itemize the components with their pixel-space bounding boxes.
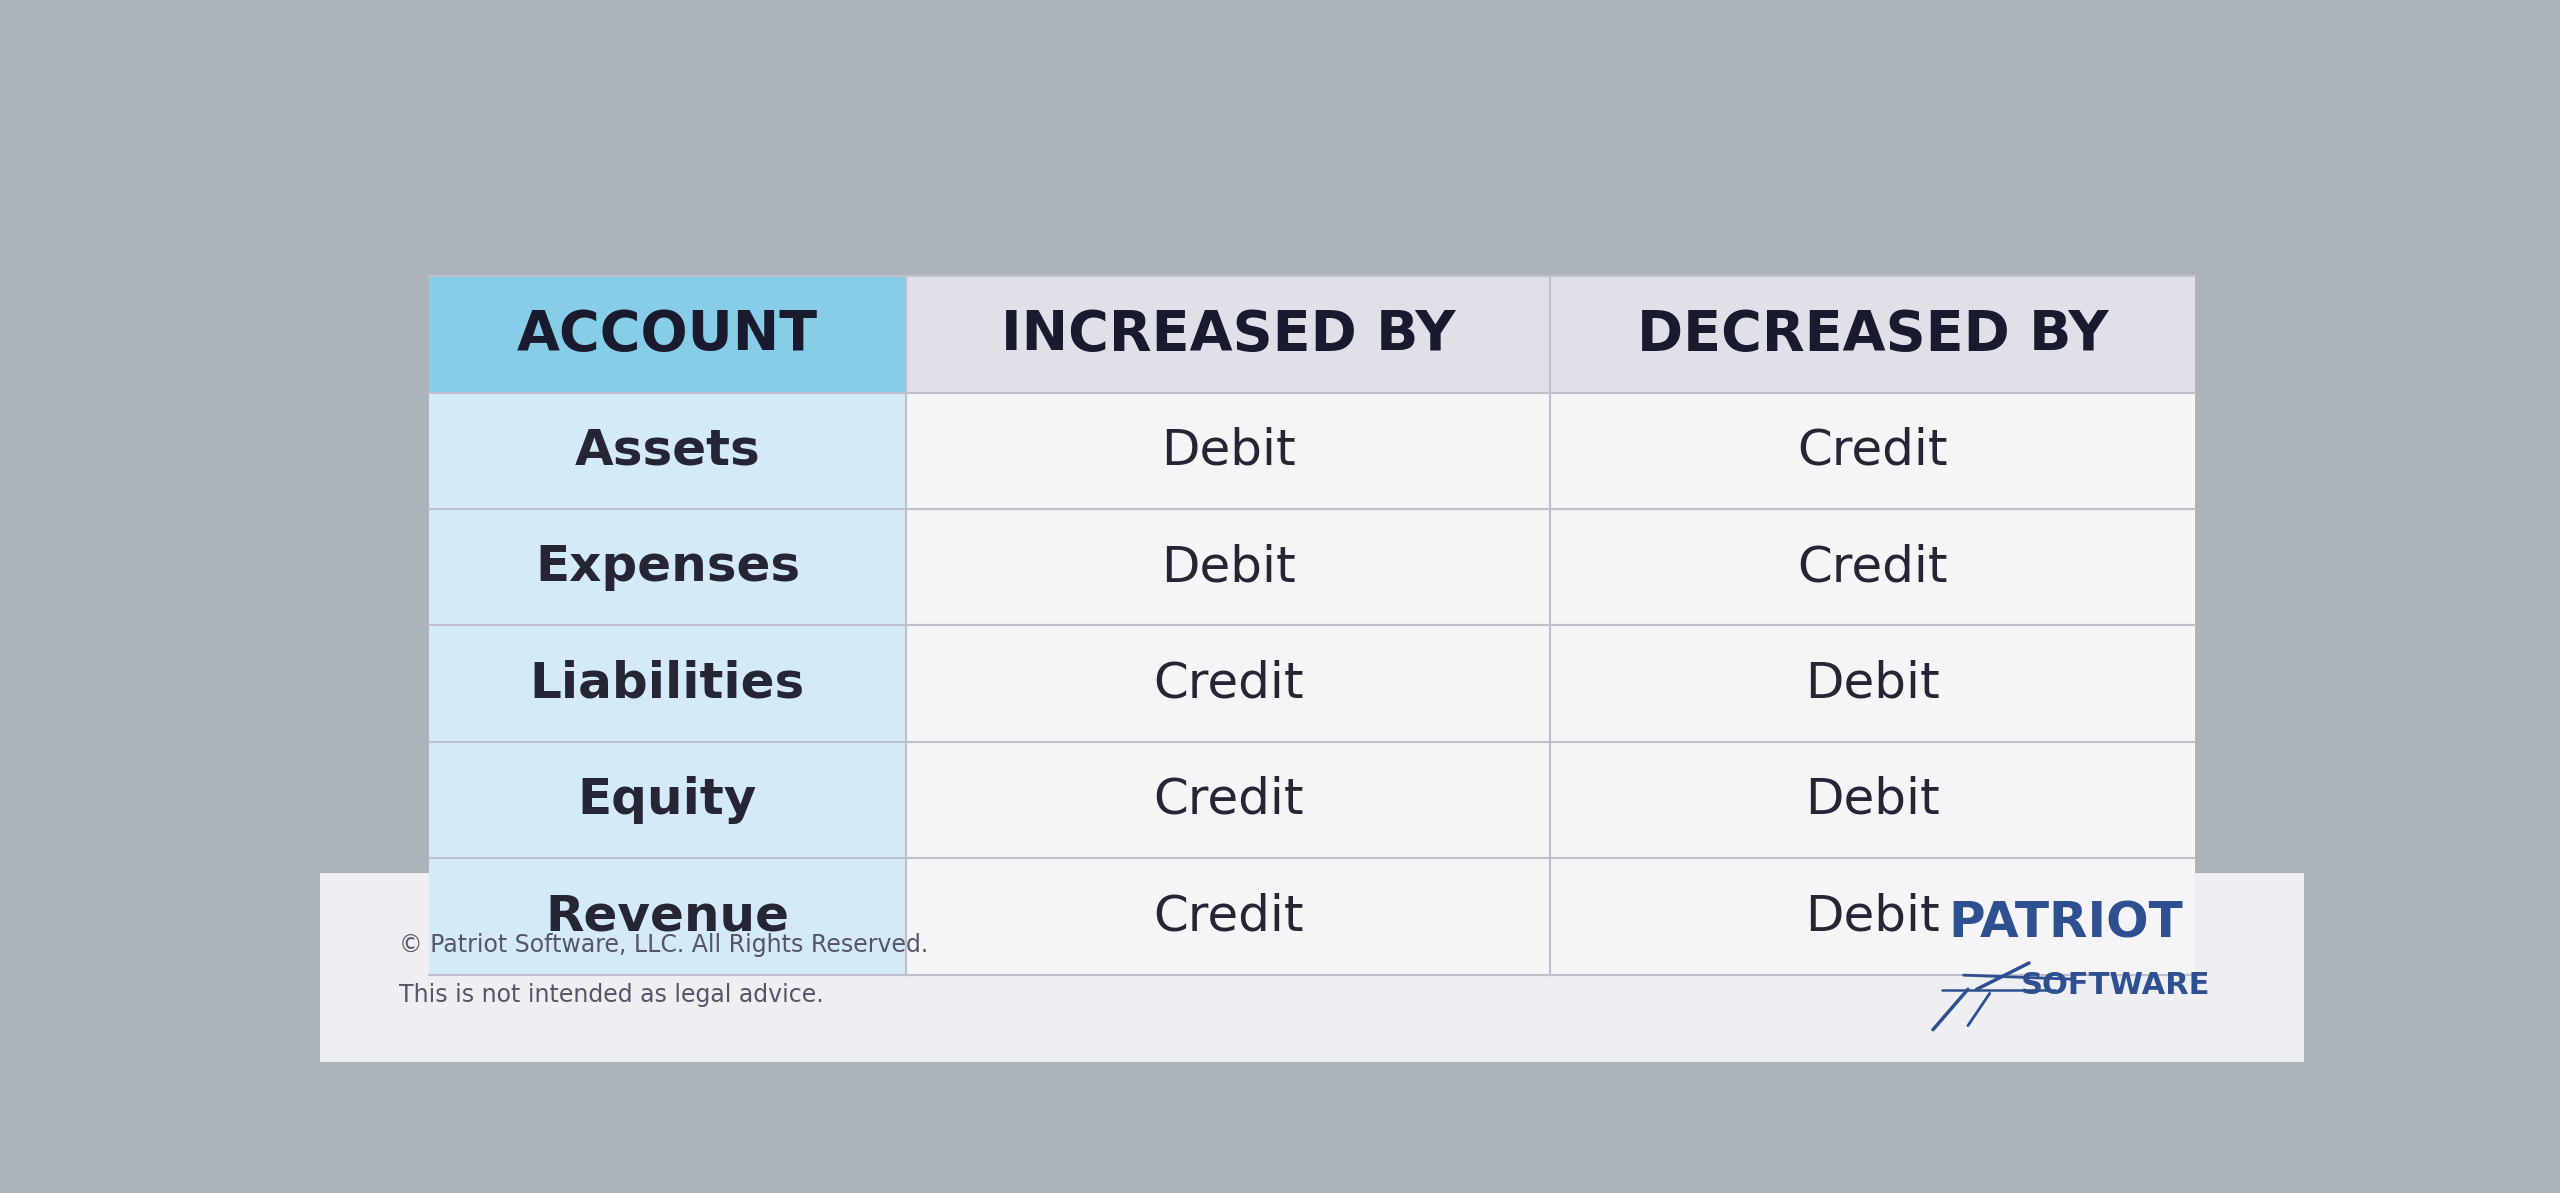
Text: Debit: Debit (1160, 543, 1295, 592)
Bar (1551, 742, 2194, 858)
Bar (430, 392, 906, 509)
Text: Assets: Assets (573, 427, 760, 475)
Bar (906, 509, 1551, 625)
Bar (1551, 625, 2194, 742)
Bar (320, 873, 2304, 1062)
Text: Debit: Debit (1160, 427, 1295, 475)
Text: INCREASED BY: INCREASED BY (1001, 308, 1457, 361)
Bar (1551, 277, 2194, 392)
Text: DECREASED BY: DECREASED BY (1636, 308, 2109, 361)
Bar (430, 509, 906, 625)
Text: Credit: Credit (1152, 775, 1303, 824)
Text: Credit: Credit (1152, 660, 1303, 707)
Text: ACCOUNT: ACCOUNT (517, 308, 819, 361)
Text: Credit: Credit (1797, 543, 1948, 592)
Bar (430, 277, 906, 392)
Text: Debit: Debit (1805, 775, 1940, 824)
Bar (430, 277, 2194, 975)
Bar (430, 625, 906, 742)
Text: Revenue: Revenue (545, 892, 788, 940)
Text: Debit: Debit (1805, 892, 1940, 940)
Bar (906, 742, 1551, 858)
Bar (430, 742, 906, 858)
Text: Debit: Debit (1805, 660, 1940, 707)
Text: SOFTWARE: SOFTWARE (2020, 971, 2209, 1001)
Text: Equity: Equity (579, 775, 758, 824)
Text: Expenses: Expenses (535, 543, 801, 592)
Bar (906, 625, 1551, 742)
Bar (1551, 858, 2194, 975)
Text: Credit: Credit (1797, 427, 1948, 475)
Text: © Patriot Software, LLC. All Rights Reserved.: © Patriot Software, LLC. All Rights Rese… (399, 933, 929, 957)
Bar (906, 858, 1551, 975)
Bar (1551, 392, 2194, 509)
Text: PATRIOT: PATRIOT (1948, 900, 2184, 947)
Text: Credit: Credit (1152, 892, 1303, 940)
Bar (906, 277, 1551, 392)
Bar (430, 858, 906, 975)
Text: This is not intended as legal advice.: This is not intended as legal advice. (399, 983, 824, 1007)
Bar (906, 392, 1551, 509)
Text: Liabilities: Liabilities (530, 660, 806, 707)
Bar (1551, 509, 2194, 625)
